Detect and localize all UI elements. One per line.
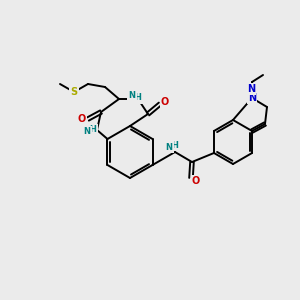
- Text: O: O: [78, 114, 86, 124]
- Text: O: O: [161, 97, 169, 107]
- Text: N: N: [248, 93, 256, 103]
- Text: N: N: [83, 128, 91, 136]
- Text: N: N: [128, 91, 136, 100]
- Text: H: H: [172, 140, 178, 149]
- Text: S: S: [70, 87, 78, 97]
- Text: N: N: [166, 142, 172, 152]
- Text: N: N: [247, 84, 255, 94]
- Text: O: O: [192, 176, 200, 186]
- Text: H: H: [90, 125, 96, 134]
- Text: H: H: [135, 94, 141, 103]
